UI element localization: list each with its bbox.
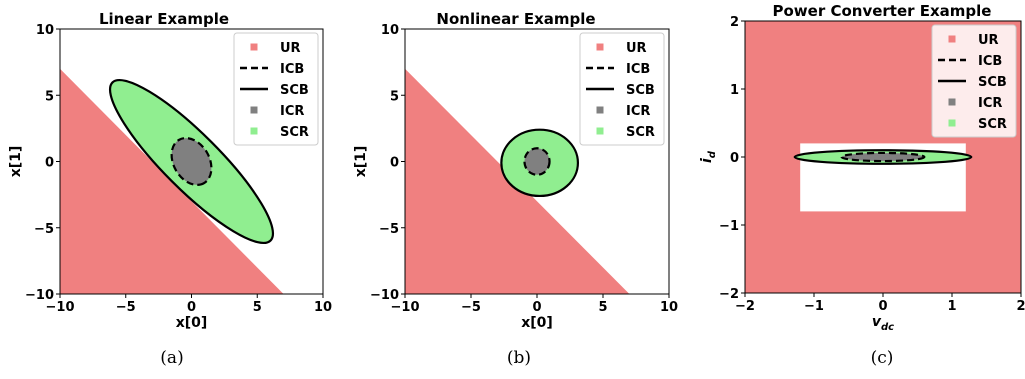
legend-marker-scr	[596, 127, 604, 135]
legend-box	[233, 32, 319, 146]
y-tick-label: 1	[730, 83, 739, 98]
legend: UR ICB SCB ICR SCR	[233, 32, 319, 146]
y-tick-label: 0	[45, 156, 54, 171]
legend-label-ur: UR	[626, 41, 647, 56]
x-tick-label: 5	[253, 300, 262, 315]
legend-marker-icr	[596, 106, 604, 114]
x-tick-label: −5	[461, 300, 481, 315]
x-tick-label: −10	[391, 300, 420, 315]
y-axis-label: x[1]	[353, 146, 369, 178]
legend-label-ur: UR	[978, 33, 999, 48]
legend-label-scb: SCB	[626, 83, 655, 98]
legend-label-icb: ICB	[978, 54, 1002, 69]
y-tick-label: −5	[34, 222, 54, 237]
x-tick-label: 10	[660, 300, 678, 315]
x-tick-label: −10	[46, 300, 75, 315]
legend-label-icr: ICR	[280, 104, 304, 119]
y-tick-label: 5	[45, 89, 54, 104]
x-tick-label: 2	[1016, 299, 1025, 314]
x-tick-label: −5	[116, 300, 136, 315]
x-tick-label: −2	[735, 299, 755, 314]
icb-ellipse	[523, 147, 551, 176]
legend-label-icb: ICB	[280, 62, 304, 77]
x-tick-label: 0	[878, 299, 887, 314]
x-tick-label: 0	[187, 300, 196, 315]
legend-marker-ur	[250, 43, 258, 51]
panel-2: −10 −5 0 5 10 −10 −5 0 5 10 Nonlinear Example x[0] x…	[353, 10, 678, 331]
y-tick-label: 10	[36, 23, 54, 38]
legend-label-scr: SCR	[626, 125, 655, 140]
y-tick-label: −10	[25, 288, 54, 303]
legend-label-scb: SCB	[280, 83, 309, 98]
legend: UR ICB SCB ICR SCR	[931, 24, 1017, 138]
legend-marker-ur	[948, 35, 956, 43]
legend-box	[931, 24, 1017, 138]
legend: UR ICB SCB ICR SCR	[579, 32, 665, 146]
x-tick-label: 0	[532, 300, 541, 315]
icb-ellipse	[840, 151, 926, 163]
y-tick-label: 2	[730, 15, 739, 30]
x-axis-label: vdc	[872, 314, 894, 333]
y-tick-label: 10	[381, 23, 399, 38]
legend-label-icr: ICR	[978, 96, 1002, 111]
legend-label-icr: ICR	[626, 104, 650, 119]
x-tick-label: 1	[947, 299, 956, 314]
legend-box	[579, 32, 665, 146]
x-tick-label: 10	[314, 300, 332, 315]
panel-3: −2 −1 0 1 2 −2 −1 0 1 2 Power Converter Example vdc…	[699, 2, 1025, 333]
panel-caption: (b)	[507, 348, 531, 368]
legend-label-icb: ICB	[626, 62, 650, 77]
panel-caption: (c)	[871, 348, 894, 368]
panel-title: Linear Example	[99, 10, 229, 28]
legend-marker-icr	[948, 98, 956, 106]
legend-label-scb: SCB	[978, 75, 1007, 90]
panel-1: −10 −5 0 5 10 −10 −5 0 5 10 Linear Example x[0] x[1]…	[8, 10, 332, 331]
y-tick-label: −1	[719, 219, 739, 234]
y-tick-label: 0	[390, 156, 399, 171]
plot-area	[60, 68, 284, 294]
y-axis-label: id	[699, 150, 718, 163]
legend-marker-ur	[596, 43, 604, 51]
legend-marker-icr	[250, 106, 258, 114]
legend-label-scr: SCR	[978, 117, 1007, 132]
x-tick-label: 5	[598, 300, 607, 315]
panel-caption: (a)	[160, 348, 183, 368]
icb-ellipse	[170, 136, 213, 187]
x-axis-label: x[0]	[176, 315, 208, 331]
x-axis-label: x[0]	[521, 315, 553, 331]
y-axis-label: x[1]	[8, 146, 24, 178]
legend-label-ur: UR	[280, 41, 301, 56]
legend-label-scr: SCR	[280, 125, 309, 140]
y-tick-label: 0	[730, 151, 739, 166]
plot-area	[405, 68, 630, 294]
legend-marker-scr	[948, 119, 956, 127]
legend-marker-scr	[250, 127, 258, 135]
y-tick-label: −5	[379, 222, 399, 237]
x-tick-label: −1	[804, 299, 824, 314]
panel-title: Power Converter Example	[773, 2, 992, 20]
y-tick-label: −2	[719, 287, 739, 302]
y-tick-label: −10	[370, 288, 399, 303]
y-tick-label: 5	[390, 89, 399, 104]
panel-title: Nonlinear Example	[436, 10, 595, 28]
